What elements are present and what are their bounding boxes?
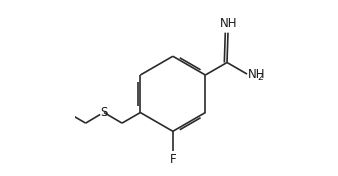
- Text: F: F: [170, 153, 176, 166]
- Text: 2: 2: [258, 73, 263, 82]
- Text: S: S: [100, 106, 108, 119]
- Text: NH: NH: [248, 68, 265, 81]
- Text: NH: NH: [220, 17, 238, 30]
